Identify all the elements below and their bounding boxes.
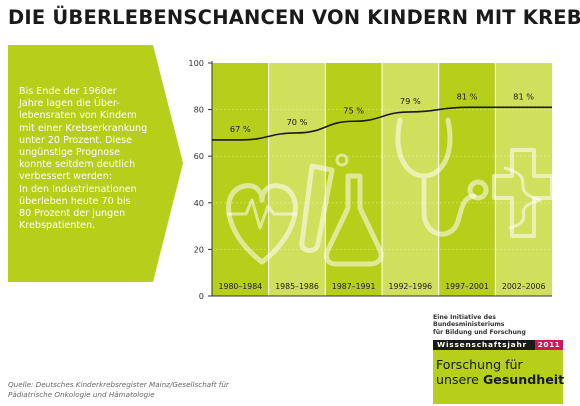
ecg-icon bbox=[226, 198, 298, 230]
logo-line-1-main: Forschung bbox=[436, 357, 506, 372]
logo-line-1: Forschung für bbox=[436, 358, 523, 372]
source-note: Quelle: Deutsches Kinderkrebsregister Ma… bbox=[8, 380, 229, 400]
value-label: 81 % bbox=[513, 91, 534, 101]
logo-bar: Wissenschaftsjahr 2011 bbox=[433, 340, 563, 350]
x-tick-label: 2002–2006 bbox=[502, 282, 546, 291]
logo-line-1-light: für bbox=[505, 357, 523, 372]
logo-line-2-main: unsere bbox=[436, 372, 483, 387]
x-tick-label: 1985–1986 bbox=[275, 282, 319, 291]
value-label: 75 % bbox=[343, 105, 364, 115]
test-tube-icon bbox=[299, 163, 335, 253]
survival-line bbox=[211, 106, 552, 141]
snake-icon bbox=[503, 166, 542, 230]
period-band bbox=[268, 63, 326, 296]
logo-line-2-bold: Gesundheit bbox=[482, 372, 565, 387]
y-tick-label: 80 bbox=[194, 105, 204, 115]
period-band bbox=[382, 63, 439, 296]
y-tick-label: 100 bbox=[188, 58, 204, 68]
y-tick-label: 40 bbox=[194, 198, 204, 208]
period-band bbox=[438, 63, 496, 296]
period-band bbox=[325, 63, 382, 296]
stethoscope-icon bbox=[395, 117, 477, 237]
heart-icon bbox=[226, 183, 298, 265]
value-label: 79 % bbox=[400, 96, 421, 106]
logo-green-panel: Forschung für unsere Gesundheit bbox=[433, 350, 564, 404]
page-title: DIE ÜBERLEBENSCHANCEN VON KINDERN MIT KR… bbox=[8, 6, 580, 29]
x-tick-label: 1997–2001 bbox=[445, 282, 489, 291]
logo-bar-text: Wissenschaftsjahr bbox=[437, 340, 527, 349]
caduceus-icon bbox=[492, 148, 554, 238]
value-label: 81 % bbox=[457, 91, 478, 101]
intro-panel bbox=[8, 45, 153, 282]
science-year-logo: Eine Initiative des Bundesministeriums f… bbox=[433, 310, 564, 404]
y-tick-label: 0 bbox=[199, 291, 204, 301]
intro-arrow bbox=[153, 45, 183, 282]
logo-ministry-text: Eine Initiative des Bundesministeriums f… bbox=[433, 314, 526, 336]
x-tick-label: 1980–1984 bbox=[219, 282, 263, 291]
x-tick-label: 1987–1991 bbox=[332, 282, 376, 291]
bubble-icon bbox=[335, 153, 349, 167]
y-tick-label: 20 bbox=[194, 244, 204, 254]
flask-icon bbox=[323, 173, 384, 267]
logo-line-2: unsere Gesundheit bbox=[436, 373, 564, 387]
intro-text: Bis Ende der 1960er Jahre lagen die Über… bbox=[19, 86, 148, 232]
stethoscope-chest-icon bbox=[467, 179, 489, 201]
x-tick-label: 1992–1996 bbox=[389, 282, 433, 291]
logo-year-badge: 2011 bbox=[535, 340, 563, 350]
value-label: 70 % bbox=[287, 117, 308, 127]
y-tick-label: 60 bbox=[194, 151, 204, 161]
value-label: 67 % bbox=[230, 124, 251, 134]
